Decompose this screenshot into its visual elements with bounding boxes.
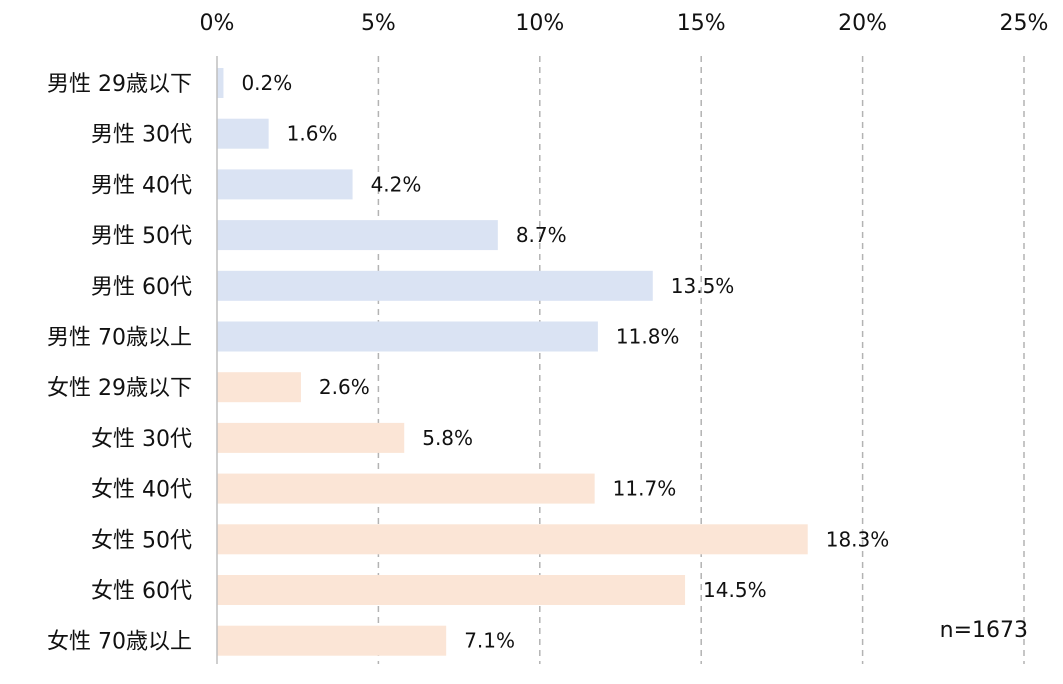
category-label: 女性 70歳以上 bbox=[47, 630, 192, 655]
category-label: 男性 29歳以下 bbox=[47, 72, 192, 97]
data-label: 7.1% bbox=[464, 629, 515, 653]
bar bbox=[217, 118, 269, 149]
data-label: 11.8% bbox=[616, 325, 680, 349]
bar bbox=[217, 169, 353, 200]
category-label: 女性 40代 bbox=[91, 478, 192, 503]
data-label: 8.7% bbox=[516, 223, 567, 247]
bar bbox=[217, 524, 808, 555]
grid-lines bbox=[377, 56, 1025, 664]
category-label: 男性 40代 bbox=[91, 173, 192, 198]
data-label: 4.2% bbox=[371, 172, 422, 196]
data-labels: 0.2% 1.6% 4.2% 8.7% 13.5% 11.8% 2.6% 5.8% 11.7% 1… bbox=[241, 71, 889, 653]
category-label: 男性 60代 bbox=[91, 275, 192, 300]
category-label: 女性 60代 bbox=[91, 579, 192, 604]
bar bbox=[217, 321, 598, 352]
x-tick-label: 20% bbox=[838, 11, 887, 36]
data-label: 5.8% bbox=[422, 426, 473, 450]
x-tick-label: 15% bbox=[677, 11, 726, 36]
category-label: 女性 30代 bbox=[91, 427, 192, 452]
bars bbox=[217, 68, 808, 656]
data-label: 14.5% bbox=[703, 578, 767, 602]
category-label: 女性 29歳以下 bbox=[47, 376, 192, 401]
data-label: 1.6% bbox=[287, 122, 338, 146]
x-tick-label: 25% bbox=[1000, 11, 1049, 36]
x-tick-label: 0% bbox=[200, 11, 235, 36]
bar bbox=[217, 422, 405, 453]
category-label: 女性 50代 bbox=[91, 528, 192, 553]
sample-size-note: n=1673 bbox=[940, 618, 1028, 643]
category-label: 男性 70歳以上 bbox=[47, 326, 192, 351]
bar bbox=[217, 270, 653, 301]
bar bbox=[217, 220, 498, 251]
bar bbox=[217, 372, 301, 403]
data-label: 2.6% bbox=[319, 375, 370, 399]
x-axis-ticks: 0% 5% 10% 15% 20% 25% bbox=[200, 11, 1049, 36]
bar bbox=[217, 625, 447, 656]
data-label: 18.3% bbox=[826, 527, 890, 551]
data-label: 0.2% bbox=[241, 71, 292, 95]
data-label: 11.7% bbox=[613, 477, 677, 501]
x-tick-label: 10% bbox=[515, 11, 564, 36]
data-label: 13.5% bbox=[671, 274, 735, 298]
bar bbox=[217, 575, 686, 605]
bar bbox=[217, 68, 224, 98]
category-label: 男性 30代 bbox=[91, 123, 192, 148]
category-label: 男性 50代 bbox=[91, 224, 192, 249]
bar bbox=[217, 473, 595, 504]
x-tick-label: 5% bbox=[361, 11, 396, 36]
